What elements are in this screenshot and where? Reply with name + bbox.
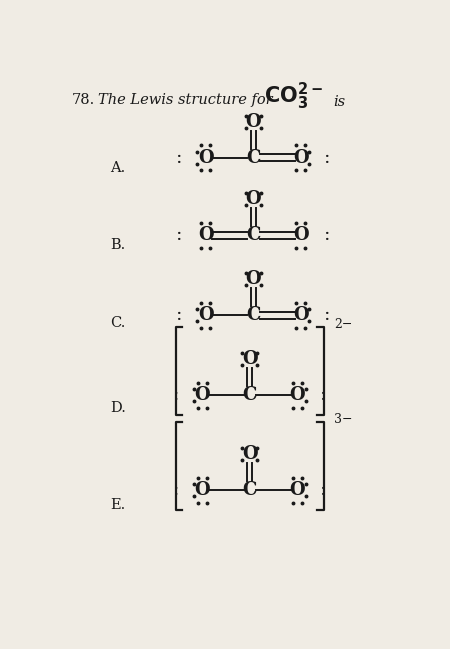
Text: C: C bbox=[243, 481, 257, 499]
Text: 78.: 78. bbox=[72, 93, 95, 107]
Text: O: O bbox=[194, 481, 210, 499]
Text: :: : bbox=[320, 481, 327, 499]
Text: :: : bbox=[173, 481, 180, 499]
Text: The Lewis structure for: The Lewis structure for bbox=[98, 93, 273, 107]
Text: 3−: 3− bbox=[334, 413, 352, 426]
Text: $\mathbf{CO_3^{2-}}$: $\mathbf{CO_3^{2-}}$ bbox=[264, 80, 323, 112]
Text: O: O bbox=[246, 190, 261, 208]
Text: O: O bbox=[198, 306, 214, 324]
Text: O: O bbox=[242, 350, 257, 368]
Text: D.: D. bbox=[110, 400, 126, 415]
Text: :: : bbox=[320, 386, 327, 404]
Text: :: : bbox=[176, 227, 183, 244]
Text: O: O bbox=[246, 113, 261, 131]
Text: O: O bbox=[198, 227, 214, 244]
Text: O: O bbox=[242, 445, 257, 463]
Text: C: C bbox=[246, 149, 261, 167]
Text: 2−: 2− bbox=[334, 318, 352, 331]
Text: O: O bbox=[293, 306, 309, 324]
Text: O: O bbox=[289, 386, 305, 404]
Text: O: O bbox=[293, 227, 309, 244]
Text: C: C bbox=[243, 386, 257, 404]
Text: is: is bbox=[333, 95, 346, 109]
Text: O: O bbox=[293, 149, 309, 167]
Text: C: C bbox=[246, 306, 261, 324]
Text: O: O bbox=[246, 270, 261, 288]
Text: B.: B. bbox=[110, 238, 126, 252]
Text: :: : bbox=[173, 386, 180, 404]
Text: C: C bbox=[246, 227, 261, 244]
Text: :: : bbox=[324, 227, 330, 244]
Text: :: : bbox=[324, 149, 330, 167]
Text: O: O bbox=[289, 481, 305, 499]
Text: :: : bbox=[176, 149, 183, 167]
Text: A.: A. bbox=[110, 161, 126, 175]
Text: O: O bbox=[194, 386, 210, 404]
Text: :: : bbox=[176, 306, 183, 324]
Text: E.: E. bbox=[110, 498, 126, 512]
Text: C.: C. bbox=[110, 316, 126, 330]
Text: O: O bbox=[198, 149, 214, 167]
Text: :: : bbox=[324, 306, 330, 324]
